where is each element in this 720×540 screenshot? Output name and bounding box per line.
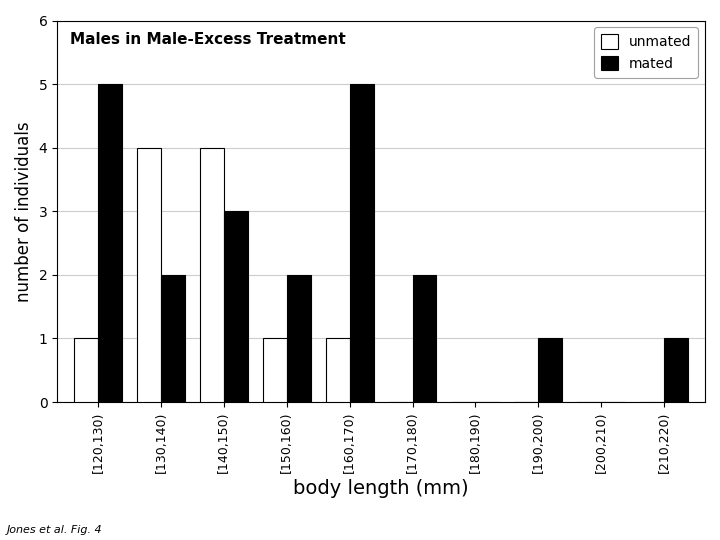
Legend: unmated, mated: unmated, mated	[594, 28, 698, 78]
Bar	[137, 148, 161, 402]
Bar	[287, 275, 310, 402]
Text: Males in Male-Excess Treatment: Males in Male-Excess Treatment	[70, 32, 346, 47]
X-axis label: body length (mm): body length (mm)	[293, 479, 469, 498]
Bar	[539, 339, 562, 402]
Bar	[224, 211, 248, 402]
Bar	[350, 84, 374, 402]
Bar	[98, 84, 122, 402]
Bar	[413, 275, 436, 402]
Bar	[161, 275, 185, 402]
Bar	[200, 148, 224, 402]
Bar	[263, 339, 287, 402]
Text: Jones et al. Fig. 4: Jones et al. Fig. 4	[7, 524, 103, 535]
Bar	[325, 339, 350, 402]
Bar	[664, 339, 688, 402]
Bar	[74, 339, 98, 402]
Y-axis label: number of individuals: number of individuals	[15, 121, 33, 302]
